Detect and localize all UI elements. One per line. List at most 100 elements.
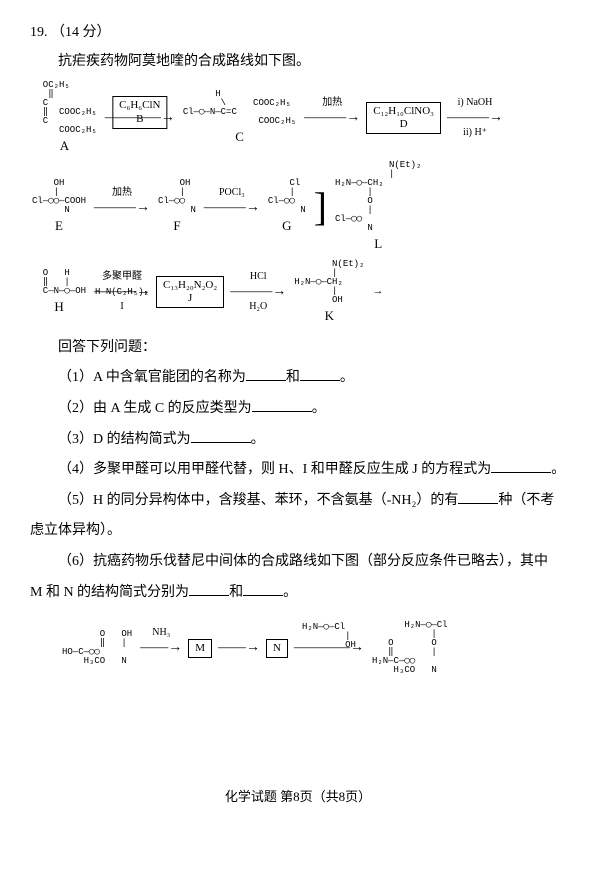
label-I: I: [120, 301, 123, 312]
q3: （3）D 的结构简式为 。: [30, 427, 566, 454]
h2o-label: H₂O: [249, 300, 267, 314]
num: 19.: [30, 25, 48, 40]
q2-blank: [252, 397, 312, 412]
label-G: G: [266, 217, 308, 235]
struct-C: H \ COOC₂H₅ Cl—◯—N—C=C COOC₂H₅: [183, 90, 296, 126]
page-footer: 化学试题 第8页（共8页）: [30, 785, 566, 810]
step-i: i) NaOH: [458, 96, 493, 110]
arrow-3: i) NaOH ———→ ii) H⁺: [447, 108, 503, 128]
reaction-scheme-2: O OH ‖ | HO—C—◯◯ H₃CO N NH₃ ——→ M ——→ N …: [60, 621, 566, 675]
q1-text-a: （1）A 中含氧官能团的名称为: [58, 370, 246, 385]
q4-blank: [491, 458, 551, 473]
prompt: 回答下列问题：: [30, 335, 566, 362]
q6: （6）抗癌药物乐伐替尼中间体的合成路线如下图（部分反应条件已略去），其中: [30, 549, 566, 576]
compound-D-box: C₁₂H₁₀ClNO₃ D: [366, 102, 441, 134]
B-formula: C₆H₆ClN: [119, 99, 160, 112]
arrow-5: POCl₃ ———→: [204, 198, 260, 218]
nh3-label: NH₃: [152, 623, 170, 642]
q6-blank-2: [243, 581, 283, 596]
q6-text-b: M 和 N 的结构简式分别为: [30, 585, 189, 600]
q5: （5）H 的同分异构体中，含羧基、苯环，不含氨基（-NH₂）的有 种（不考: [30, 488, 566, 515]
bracket-right: ]: [314, 187, 327, 227]
q1-text-b: 和: [286, 370, 300, 385]
heat-label-1: 加热: [322, 96, 342, 110]
arrow-7: HCl ———→ H₂O: [230, 282, 286, 302]
struct-F: OH | Cl—◯◯ N: [158, 179, 196, 215]
compound-G: Cl | Cl—◯◯ N G: [266, 179, 308, 235]
compound-A: OC₂H₅ ‖ C ‖ COOC₂H₅ C COOC₂H₅ A: [30, 81, 99, 155]
label-E: E: [30, 217, 88, 235]
compound-E: OH | Cl—◯◯—COOH N E: [30, 179, 88, 235]
q5-blank: [458, 489, 498, 504]
q3-text-a: （3）D 的结构简式为: [58, 432, 191, 447]
J-formula: C₁₃H₂₀N₂O₂: [163, 279, 217, 292]
label-K: K: [292, 307, 366, 325]
D-label: D: [400, 118, 408, 131]
struct-L: N(Et)₂ | H₂N—◯—CH₂ | O | Cl—◯◯ N: [335, 161, 421, 233]
q4-text-b: 。: [551, 462, 565, 477]
question-number: 19. （14 分）: [30, 20, 566, 47]
scheme2-start: O OH ‖ | HO—C—◯◯ H₃CO N: [62, 630, 132, 666]
q1-text-c: 。: [340, 370, 354, 385]
compound-I-below: H—N(C₂H₅)₂ I: [93, 286, 151, 314]
q4: （4）多聚甲醛可以用甲醛代替，则 H、I 和甲醛反应生成 J 的方程式为 。: [30, 457, 566, 484]
struct-A: OC₂H₅ ‖ C ‖ COOC₂H₅ C COOC₂H₅: [32, 81, 97, 135]
q6-text-d: 。: [283, 585, 297, 600]
q5-cont: 虑立体异构）。: [30, 518, 566, 545]
q3-text-b: 。: [251, 432, 265, 447]
compound-J-box: C₁₃H₂₀N₂O₂ J: [156, 276, 224, 308]
q1-blank-2: [300, 366, 340, 381]
compound-K: N(Et)₂ | H₂N—◯—CH₂ | OH K: [292, 260, 366, 325]
scheme2-arrow-3: H₂N—◯—Cl | OH ————→: [294, 635, 364, 662]
q1-blank-1: [246, 366, 286, 381]
D-formula: C₁₂H₁₀ClNO₃: [373, 105, 434, 118]
compound-C: H \ COOC₂H₅ Cl—◯—N—C=C COOC₂H₅ C: [181, 90, 298, 146]
q2-text-b: 。: [312, 401, 326, 416]
scheme-row-3: O H ‖ | C—N—◯—OH H 多聚甲醛 ———→ H—N(C₂H₅)₂I…: [30, 260, 566, 325]
label-C: C: [181, 128, 298, 146]
q2: （2）由 A 生成 C 的反应类型为 。: [30, 396, 566, 423]
scheme2-row: O OH ‖ | HO—C—◯◯ H₃CO N NH₃ ——→ M ——→ N …: [60, 621, 566, 675]
box-M: M: [188, 639, 212, 658]
scheme2-arrow-1: NH₃ ——→: [140, 635, 182, 662]
struct-E: OH | Cl—◯◯—COOH N: [32, 179, 86, 215]
q4-text-a: （4）多聚甲醛可以用甲醛代替，则 H、I 和甲醛反应生成 J 的方程式为: [58, 462, 491, 477]
q5-text-b: 种（不考: [498, 493, 554, 508]
scheme2-arrow-2: ——→: [218, 635, 260, 662]
struct-G: Cl | Cl—◯◯ N: [268, 179, 306, 215]
questions-block: 回答下列问题： （1）A 中含氧官能团的名称为和。 （2）由 A 生成 C 的反…: [30, 335, 566, 606]
box-N: N: [266, 639, 288, 658]
arrow-4: 加热 ———→: [94, 198, 150, 218]
q1: （1）A 中含氧官能团的名称为 和 。: [30, 365, 566, 392]
pocl3-label: POCl₃: [219, 186, 245, 200]
scheme2-reagent: H₂N—◯—Cl | OH: [300, 623, 358, 650]
hcl-label: HCl: [250, 270, 267, 284]
label-F: F: [156, 217, 198, 235]
q2-text-a: （2）由 A 生成 C 的反应类型为: [58, 401, 252, 416]
intro-text: 抗疟疾药物阿莫地喹的合成路线如下图。: [30, 49, 566, 76]
label-L: L: [333, 235, 423, 253]
arrow-2: 加热 ———→: [304, 108, 360, 128]
B-label: B: [136, 113, 143, 126]
arrow-to-L: →: [372, 284, 383, 299]
struct-H: O H ‖ | C—N—◯—OH: [32, 269, 86, 296]
reagent-B-box: C₆H₆ClNB: [112, 96, 167, 128]
arrow-6: 多聚甲醛 ———→ H—N(C₂H₅)₂I: [94, 282, 150, 302]
q6-text-c: 和: [229, 585, 243, 600]
q5-text-a: （5）H 的同分异构体中，含羧基、苯环，不含氨基（-NH₂）的有: [58, 493, 458, 508]
step-ii: ii) H⁺: [463, 126, 487, 140]
scheme2-final: H₂N—◯—Cl | O O ‖ | H₂N—C—◯◯ H₃CO N: [372, 621, 448, 675]
points: （14 分）: [51, 25, 111, 40]
J-label: J: [188, 292, 192, 305]
q3-blank: [191, 428, 251, 443]
struct-I: H—N(C₂H₅)₂: [95, 288, 149, 297]
q6-blank-1: [189, 581, 229, 596]
label-H: H: [30, 298, 88, 316]
compound-H: O H ‖ | C—N—◯—OH H: [30, 269, 88, 316]
compound-L: N(Et)₂ | H₂N—◯—CH₂ | O | Cl—◯◯ N L: [333, 161, 423, 253]
scheme-row-1: OC₂H₅ ‖ C ‖ COOC₂H₅ C COOC₂H₅ A C₆H₆ClNB…: [30, 81, 566, 155]
poly-label: 多聚甲醛: [102, 270, 142, 284]
struct-K: N(Et)₂ | H₂N—◯—CH₂ | OH: [294, 260, 364, 305]
compound-F: OH | Cl—◯◯ N F: [156, 179, 198, 235]
reagent-struct: H₂N—◯—Cl | OH: [302, 623, 356, 650]
